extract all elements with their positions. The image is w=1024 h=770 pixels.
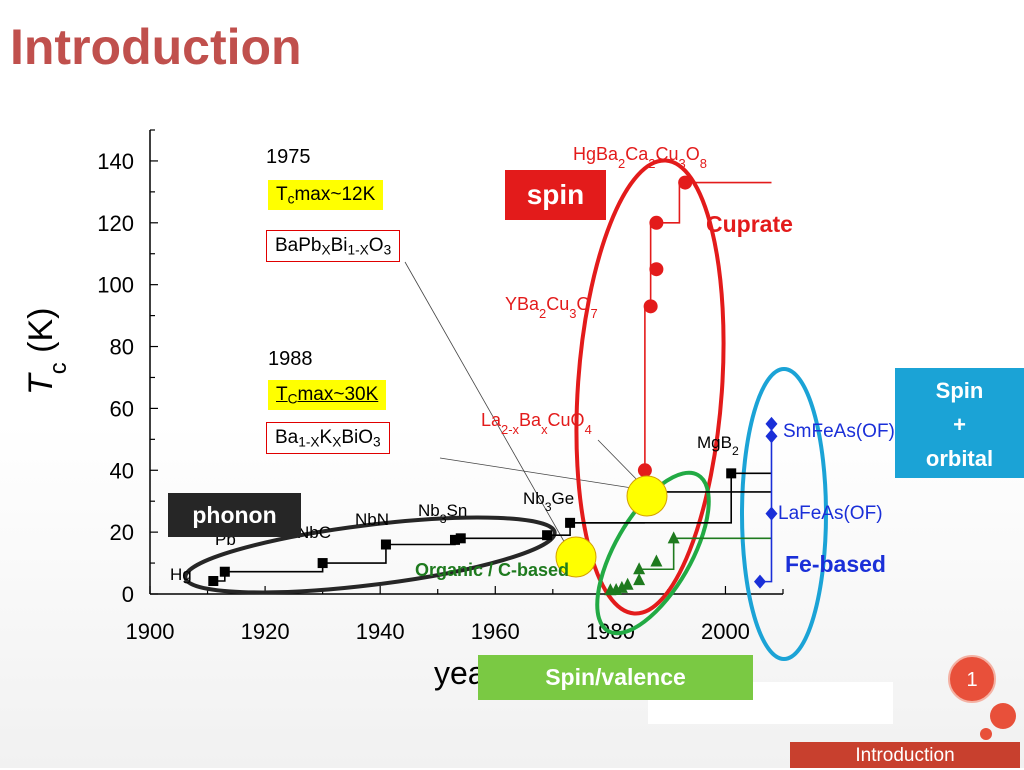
x-tick-label: 1940 (356, 619, 405, 644)
organic-marker (667, 531, 680, 544)
connector-1975 (404, 261, 571, 553)
cuprate-marker (649, 215, 664, 230)
page-number-badge: 1 (948, 655, 996, 703)
fe-marker (753, 574, 766, 589)
spin-tag: spin (505, 170, 606, 220)
decor-bubble-1 (990, 703, 1016, 729)
organic-marker (633, 573, 646, 586)
spin-orbital-line-2: + (953, 412, 966, 437)
year-1988-label: 1988 (268, 348, 313, 370)
y-tick-label: 100 (97, 273, 134, 298)
conventional-marker (449, 534, 460, 545)
conventional-marker (565, 517, 576, 528)
tcmax-30k-box: TCmax~30K (268, 380, 387, 410)
formula-1988-box: Ba1-XKXBiO3 (266, 422, 390, 454)
conventional-marker (219, 566, 230, 577)
cuprate-marker (643, 299, 658, 314)
conventional-marker (455, 533, 466, 544)
data-markers (208, 175, 778, 596)
phonon-ellipse (183, 515, 557, 595)
fe-point-label: SmFeAs(OF) (783, 421, 895, 442)
spin-orbital-line-3: orbital (925, 446, 994, 471)
conventional-marker (726, 468, 737, 479)
y-tick-label: 60 (110, 396, 134, 421)
conventional-point-label: Nb3Sn (418, 501, 467, 526)
organic-marker (633, 562, 646, 575)
fe-step-line (759, 423, 773, 583)
x-tick-label: 1900 (126, 619, 175, 644)
fe-point-label: LaFeAs(OF) (778, 503, 883, 524)
y-tick-label: 0 (122, 582, 134, 607)
x-tick-label: 2000 (701, 619, 750, 644)
organic-marker (615, 580, 628, 593)
y-tick-label: 20 (110, 520, 134, 545)
conventional-point-label: MgB2 (697, 433, 739, 458)
spin-orbital-tag: Spin + orbital (895, 368, 1024, 478)
fe-series-label: Fe-based (785, 551, 886, 577)
organic-marker (650, 554, 663, 567)
organic-marker (621, 577, 634, 590)
organic-step-line (639, 537, 772, 571)
cuprate-point-label: HgBa2Ca2Cu3O8 (573, 144, 707, 171)
conventional-marker (380, 539, 391, 550)
conventional-point-label: Hg (170, 565, 192, 584)
spin-valence-tag: Spin/valence (478, 655, 753, 700)
cuprate-point-label: La2-xBaxCuO4 (481, 410, 592, 437)
phonon-tag: phonon (168, 493, 301, 537)
cuprate-marker (637, 463, 652, 478)
organic-ellipse (595, 470, 711, 636)
connector-1988 (439, 457, 646, 491)
cuprate-ellipse (574, 158, 726, 616)
y-axis-title: Tc (K) (22, 308, 72, 395)
cuprate-marker (649, 262, 664, 277)
x-tick-label: 1960 (471, 619, 520, 644)
conventional-point-label: Nb3Ge (523, 489, 574, 514)
slide-title: Introduction (10, 19, 302, 75)
conventional-marker (317, 558, 328, 569)
tcmax-12k-box: Tcmax~12K (268, 180, 384, 210)
spin-orbital-line-1: Spin (935, 378, 984, 403)
conventional-marker (208, 576, 219, 587)
footer-section-tag[interactable]: Introduction (790, 742, 1020, 768)
fe-ellipse (740, 367, 828, 661)
decor-bubble-2 (980, 728, 992, 740)
fe-marker (765, 506, 778, 521)
highlight-1975-circle (555, 536, 597, 578)
formula-1975-box: BaPbXBi1-XO3 (266, 230, 401, 262)
cuprate-series-label: Cuprate (706, 211, 793, 237)
conventional-marker (542, 530, 553, 541)
conventional-point-label: NbN (355, 510, 389, 529)
y-tick-label: 140 (97, 149, 134, 174)
fe-marker (765, 429, 778, 444)
group-ellipses (183, 158, 828, 661)
y-tick-label: 80 (110, 335, 134, 360)
x-tick-label: 1920 (241, 619, 290, 644)
organic-series-label: Organic / C-based (415, 560, 569, 580)
y-tick-label: 120 (97, 211, 134, 236)
cuprate-marker (678, 175, 693, 190)
fe-marker (765, 416, 778, 431)
conventional-point-label: NbC (297, 523, 331, 542)
cuprate-point-label: YBa2Cu3O7 (505, 294, 598, 321)
highlight-1988-circle (626, 475, 668, 517)
year-1975-label: 1975 (266, 146, 311, 168)
y-tick-label: 40 (110, 458, 134, 483)
